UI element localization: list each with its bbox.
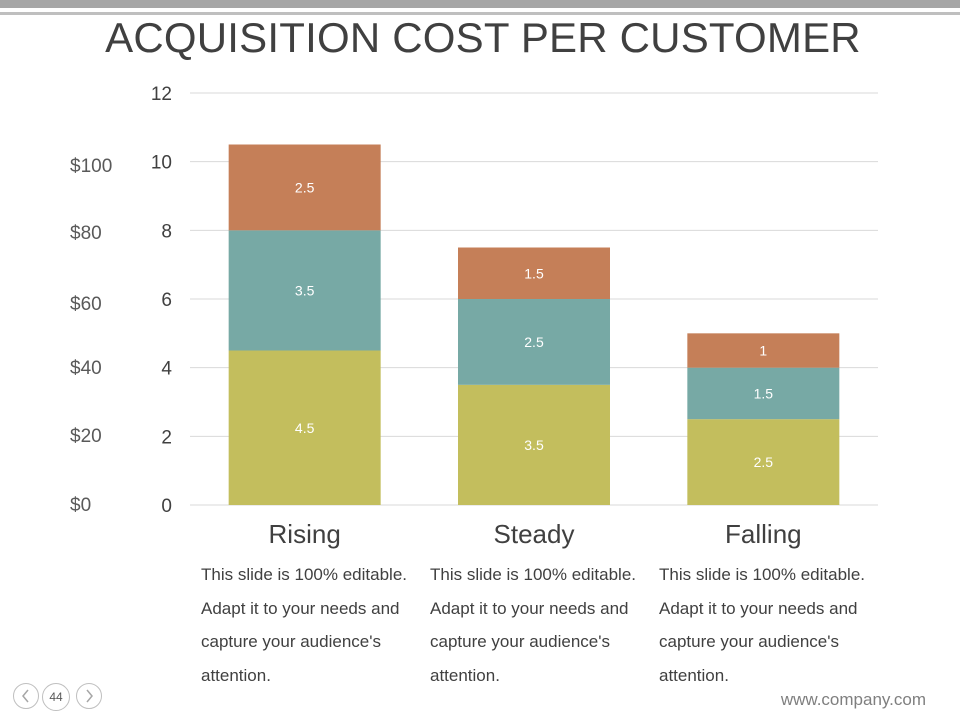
dollar-axis-label: $40 [70, 358, 102, 379]
category-label: Rising [269, 519, 341, 549]
bar-segment [458, 384, 610, 505]
footer-url: www.company.com [780, 690, 926, 709]
data-label: 4.5 [295, 420, 315, 436]
category-label: Falling [725, 519, 802, 549]
dollar-axis-label: $80 [70, 223, 102, 244]
stacked-bar-chart: 0 2 4 6 8 10 12 4.5 3.5 2.5 Rising 3.5 2.5 1.5 Steady 2… [151, 84, 878, 549]
chevron-right-icon [86, 689, 93, 703]
y-tick-label: 4 [161, 359, 172, 380]
data-label: 2.5 [754, 454, 774, 470]
dollar-axis-label: $60 [70, 294, 102, 315]
y-tick-label: 0 [161, 496, 172, 517]
dollar-axis-label: $0 [70, 495, 92, 516]
data-label: 1 [759, 343, 767, 359]
description-steady: This slide is 100% editable. Adapt it to… [430, 565, 637, 685]
bar-segment [458, 299, 610, 385]
bar-segment [458, 247, 610, 299]
data-label: 1.5 [524, 265, 544, 281]
category-label: Steady [494, 519, 575, 549]
data-label: 2.5 [524, 334, 544, 350]
dollar-axis-label: $20 [70, 426, 102, 447]
data-label: 3.5 [524, 437, 544, 453]
y-tick-label: 2 [161, 427, 172, 448]
y-tick-label: 6 [161, 290, 172, 311]
bar-segment [687, 419, 840, 505]
prev-slide-button[interactable] [13, 683, 39, 709]
top-accent-line [0, 12, 960, 15]
y-tick-label: 10 [151, 153, 172, 174]
page-number: 44 [42, 683, 70, 711]
bar-segment [228, 230, 381, 351]
page-title: ACQUISITION COST PER CUSTOMER [105, 14, 861, 61]
next-slide-button[interactable] [76, 683, 102, 709]
data-label: 3.5 [295, 282, 315, 298]
dollar-axis-label: $100 [70, 156, 113, 177]
bar-segment [687, 367, 840, 420]
description-rising: This slide is 100% editable. Adapt it to… [201, 565, 408, 685]
description-falling: This slide is 100% editable. Adapt it to… [659, 565, 866, 685]
bar-segment [687, 333, 840, 368]
y-tick-label: 8 [161, 221, 172, 242]
data-label: 2.5 [295, 179, 315, 195]
top-accent-bar [0, 0, 960, 8]
bar-segment [228, 350, 381, 505]
data-label: 1.5 [754, 385, 774, 401]
y-tick-label: 12 [151, 84, 172, 105]
bar-segment [228, 144, 381, 231]
chevron-left-icon [22, 689, 29, 703]
